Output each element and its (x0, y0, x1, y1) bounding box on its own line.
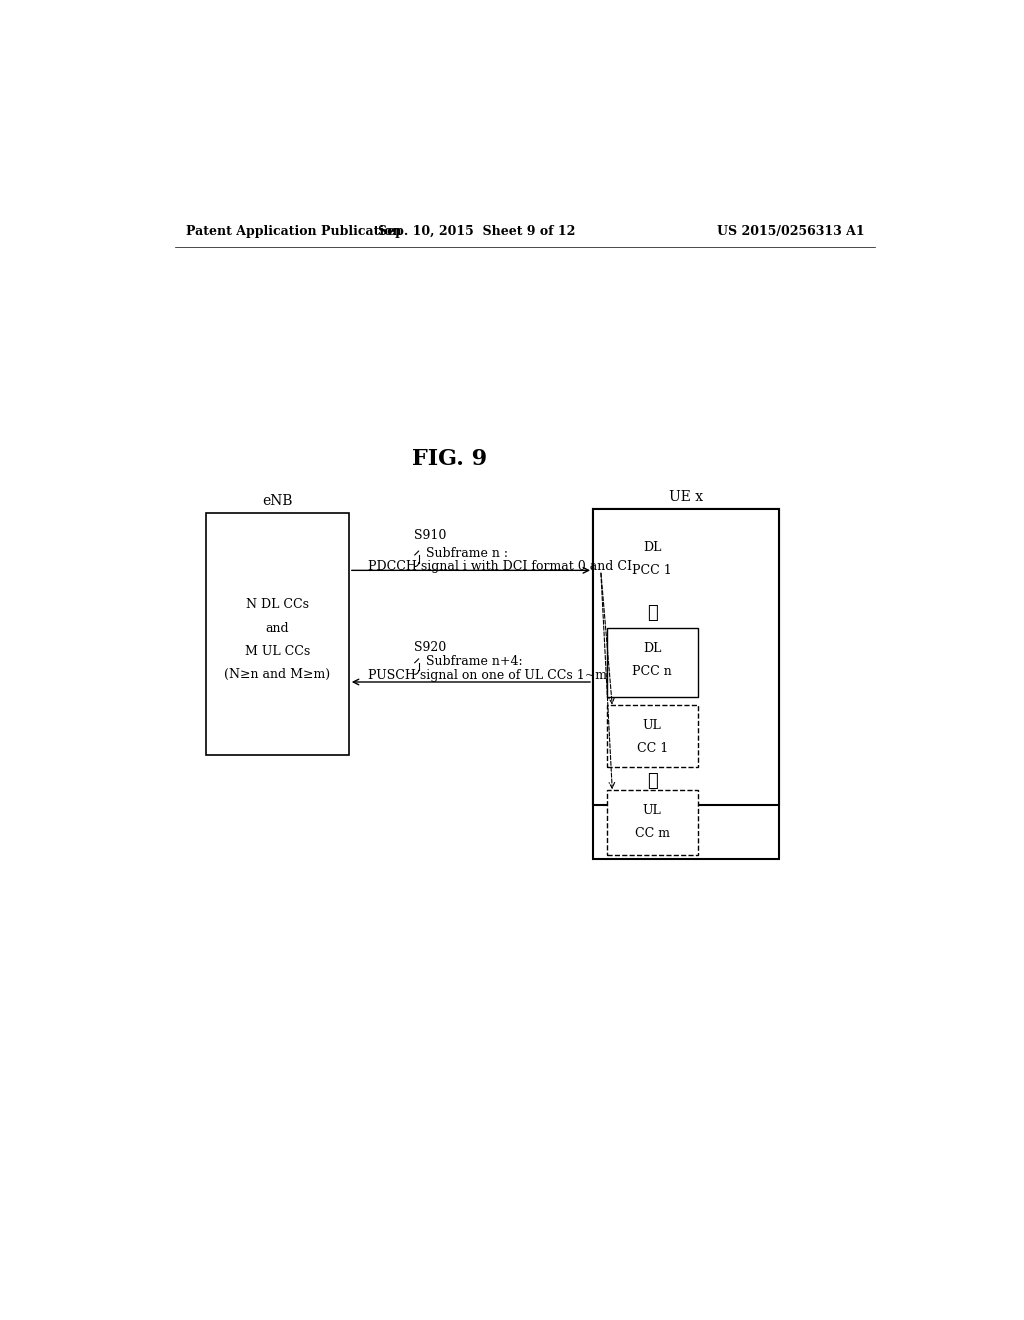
Text: DL: DL (643, 541, 662, 554)
Text: Patent Application Publication: Patent Application Publication (186, 224, 401, 238)
Text: eNB: eNB (262, 494, 293, 508)
Text: PUSCH signal on one of UL CCs 1~m: PUSCH signal on one of UL CCs 1~m (369, 669, 607, 682)
Bar (607, 705, 697, 767)
Text: ⋮: ⋮ (647, 603, 657, 622)
Text: ⋮: ⋮ (647, 772, 657, 789)
Text: Subframe n+4:: Subframe n+4: (426, 655, 523, 668)
Text: UE x: UE x (669, 490, 703, 504)
Text: PDCCH signal i with DCI format 0 and CI: PDCCH signal i with DCI format 0 and CI (369, 560, 632, 573)
Bar (593, 508, 779, 805)
Text: N DL CCs: N DL CCs (246, 598, 308, 611)
Text: M UL CCs: M UL CCs (245, 644, 310, 657)
Bar (607, 789, 697, 855)
Text: S920: S920 (414, 640, 446, 653)
Text: CC m: CC m (635, 828, 670, 841)
Text: Subframe n :: Subframe n : (426, 546, 508, 560)
Bar (206, 512, 349, 755)
Text: PCC 1: PCC 1 (633, 564, 672, 577)
Text: PCC n: PCC n (633, 665, 672, 678)
Text: CC 1: CC 1 (637, 742, 668, 755)
Text: DL: DL (643, 643, 662, 656)
Text: and: and (265, 622, 289, 635)
Text: (N≥n and M≥m): (N≥n and M≥m) (224, 668, 331, 681)
Text: UL: UL (643, 719, 662, 733)
Text: Sep. 10, 2015  Sheet 9 of 12: Sep. 10, 2015 Sheet 9 of 12 (378, 224, 575, 238)
Text: S910: S910 (414, 529, 446, 543)
Text: US 2015/0256313 A1: US 2015/0256313 A1 (717, 224, 864, 238)
Bar (607, 628, 697, 697)
Bar (593, 508, 779, 859)
Text: FIG. 9: FIG. 9 (412, 447, 487, 470)
Text: UL: UL (643, 804, 662, 817)
